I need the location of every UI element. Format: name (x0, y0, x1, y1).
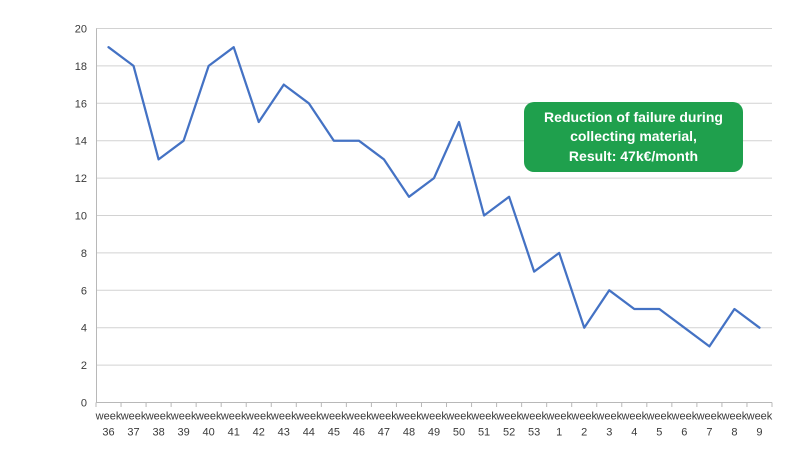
x-tick-label-week: week (120, 411, 147, 423)
x-tick-label-week: week (721, 411, 748, 423)
x-tick-label-number: 39 (178, 427, 190, 439)
x-tick-label-number: 9 (756, 427, 762, 439)
x-tick-label-number: 5 (656, 427, 662, 439)
x-tick-label-number: 8 (731, 427, 737, 439)
annotation-line-1: Reduction of failure during (544, 108, 723, 125)
y-tick-label: 2 (81, 360, 87, 372)
x-tick-label-week: week (420, 411, 447, 423)
x-tick-label-week: week (671, 411, 698, 423)
x-tick-label-number: 37 (127, 427, 139, 439)
x-tick-label-number: 41 (228, 427, 240, 439)
x-tick-label-week: week (295, 411, 322, 423)
x-tick-label-week: week (645, 411, 672, 423)
x-tick-label-number: 40 (203, 427, 215, 439)
data-line (107, 46, 761, 348)
y-tick-label: 14 (75, 136, 87, 148)
y-tick-label: 12 (75, 173, 87, 185)
x-tick-label-number: 7 (706, 427, 712, 439)
x-tick-label-week: week (746, 411, 773, 423)
x-tick-label-week: week (696, 411, 723, 423)
y-axis-labels: 0 2 4 6 8 10 12 14 16 18 20 (75, 24, 87, 410)
x-tick-label-number: 53 (528, 427, 540, 439)
x-tick-label-number: 38 (152, 427, 164, 439)
x-tick-label-week: week (220, 411, 247, 423)
y-tick-label: 18 (75, 61, 87, 73)
x-tick-label-number: 46 (353, 427, 365, 439)
x-tick-label-week: week (370, 411, 397, 423)
y-tick-label: 16 (75, 98, 87, 110)
x-tick-label-number: 52 (503, 427, 515, 439)
x-tick-label-week: week (395, 411, 422, 423)
x-tick-label-week: week (545, 411, 572, 423)
axes (96, 28, 772, 403)
x-tick-label-week: week (145, 411, 172, 423)
y-tick-label: 6 (81, 285, 87, 297)
x-tick-label-week: week (170, 411, 197, 423)
x-tick-label-number: 36 (102, 427, 114, 439)
x-tick-label-week: week (345, 411, 372, 423)
y-tick-label: 8 (81, 248, 87, 260)
x-tick-label-week: week (520, 411, 547, 423)
x-tick-label-week: week (245, 411, 272, 423)
x-tick-label-week: week (470, 411, 497, 423)
x-tick-label-week: week (445, 411, 472, 423)
x-tick-label-number: 45 (328, 427, 340, 439)
x-tick-label-week: week (95, 411, 122, 423)
data-series (107, 46, 761, 348)
gridlines (96, 28, 772, 366)
y-tick-label: 20 (75, 24, 87, 36)
x-tick-label-number: 1 (556, 427, 562, 439)
x-tick-label-number: 43 (278, 427, 290, 439)
x-tick-label-number: 42 (253, 427, 265, 439)
x-tick-label-number: 50 (453, 427, 465, 439)
x-axis-ticks (95, 402, 773, 407)
x-tick-label-week: week (320, 411, 347, 423)
x-tick-label-week: week (595, 411, 622, 423)
x-tick-label-number: 47 (378, 427, 390, 439)
x-tick-label-number: 4 (631, 427, 637, 439)
x-tick-label-week: week (270, 411, 297, 423)
x-tick-label-number: 51 (478, 427, 490, 439)
annotation-line-3: Result: 47k€/month (568, 147, 699, 164)
x-tick-label-number: 49 (428, 427, 440, 439)
x-tick-label-number: 2 (581, 427, 587, 439)
x-tick-label-number: 48 (403, 427, 415, 439)
x-axis-labels: week36week37week38week39week40week41week… (95, 411, 773, 439)
y-tick-label: 10 (75, 211, 87, 223)
x-tick-label-week: week (195, 411, 222, 423)
annotation-line-2: collecting material, (570, 128, 697, 145)
x-tick-label-week: week (620, 411, 647, 423)
x-tick-label-week: week (570, 411, 597, 423)
annotation-box: Reduction of failure during collecting m… (524, 102, 743, 172)
x-tick-label-number: 3 (606, 427, 612, 439)
y-tick-label: 0 (81, 398, 87, 410)
x-tick-label-number: 44 (303, 427, 315, 439)
x-tick-label-week: week (495, 411, 522, 423)
y-tick-label: 4 (81, 323, 87, 335)
x-tick-label-number: 6 (681, 427, 687, 439)
